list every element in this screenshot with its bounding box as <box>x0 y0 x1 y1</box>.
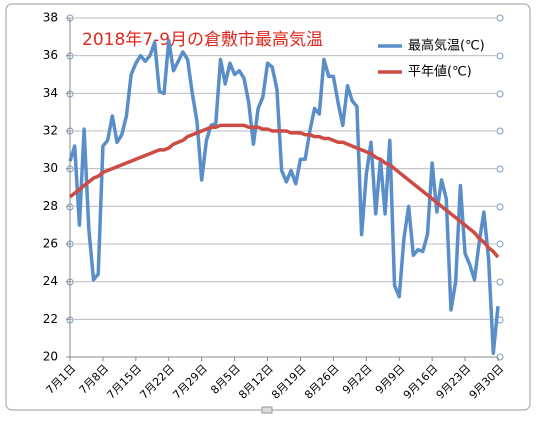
y-tick-label: 34 <box>43 86 58 100</box>
y-tick-label: 30 <box>43 161 58 175</box>
y-tick-label: 26 <box>43 237 58 251</box>
y-tick-label: 20 <box>43 350 58 364</box>
legend-label: 最高気温(℃) <box>408 38 485 54</box>
y-tick-label: 28 <box>43 199 58 213</box>
y-tick-label: 22 <box>43 312 58 326</box>
series-line <box>68 123 500 259</box>
resize-handle <box>261 406 273 414</box>
legend-label: 平年値(℃) <box>408 64 472 80</box>
y-tick-label: 36 <box>43 48 58 62</box>
y-tick-label: 32 <box>43 124 58 138</box>
chart-title: 2018年7-9月の倉敷市最高気温 <box>82 30 323 50</box>
series-line <box>68 38 500 355</box>
y-tick-label: 38 <box>43 11 58 25</box>
y-tick-label: 24 <box>43 274 58 288</box>
